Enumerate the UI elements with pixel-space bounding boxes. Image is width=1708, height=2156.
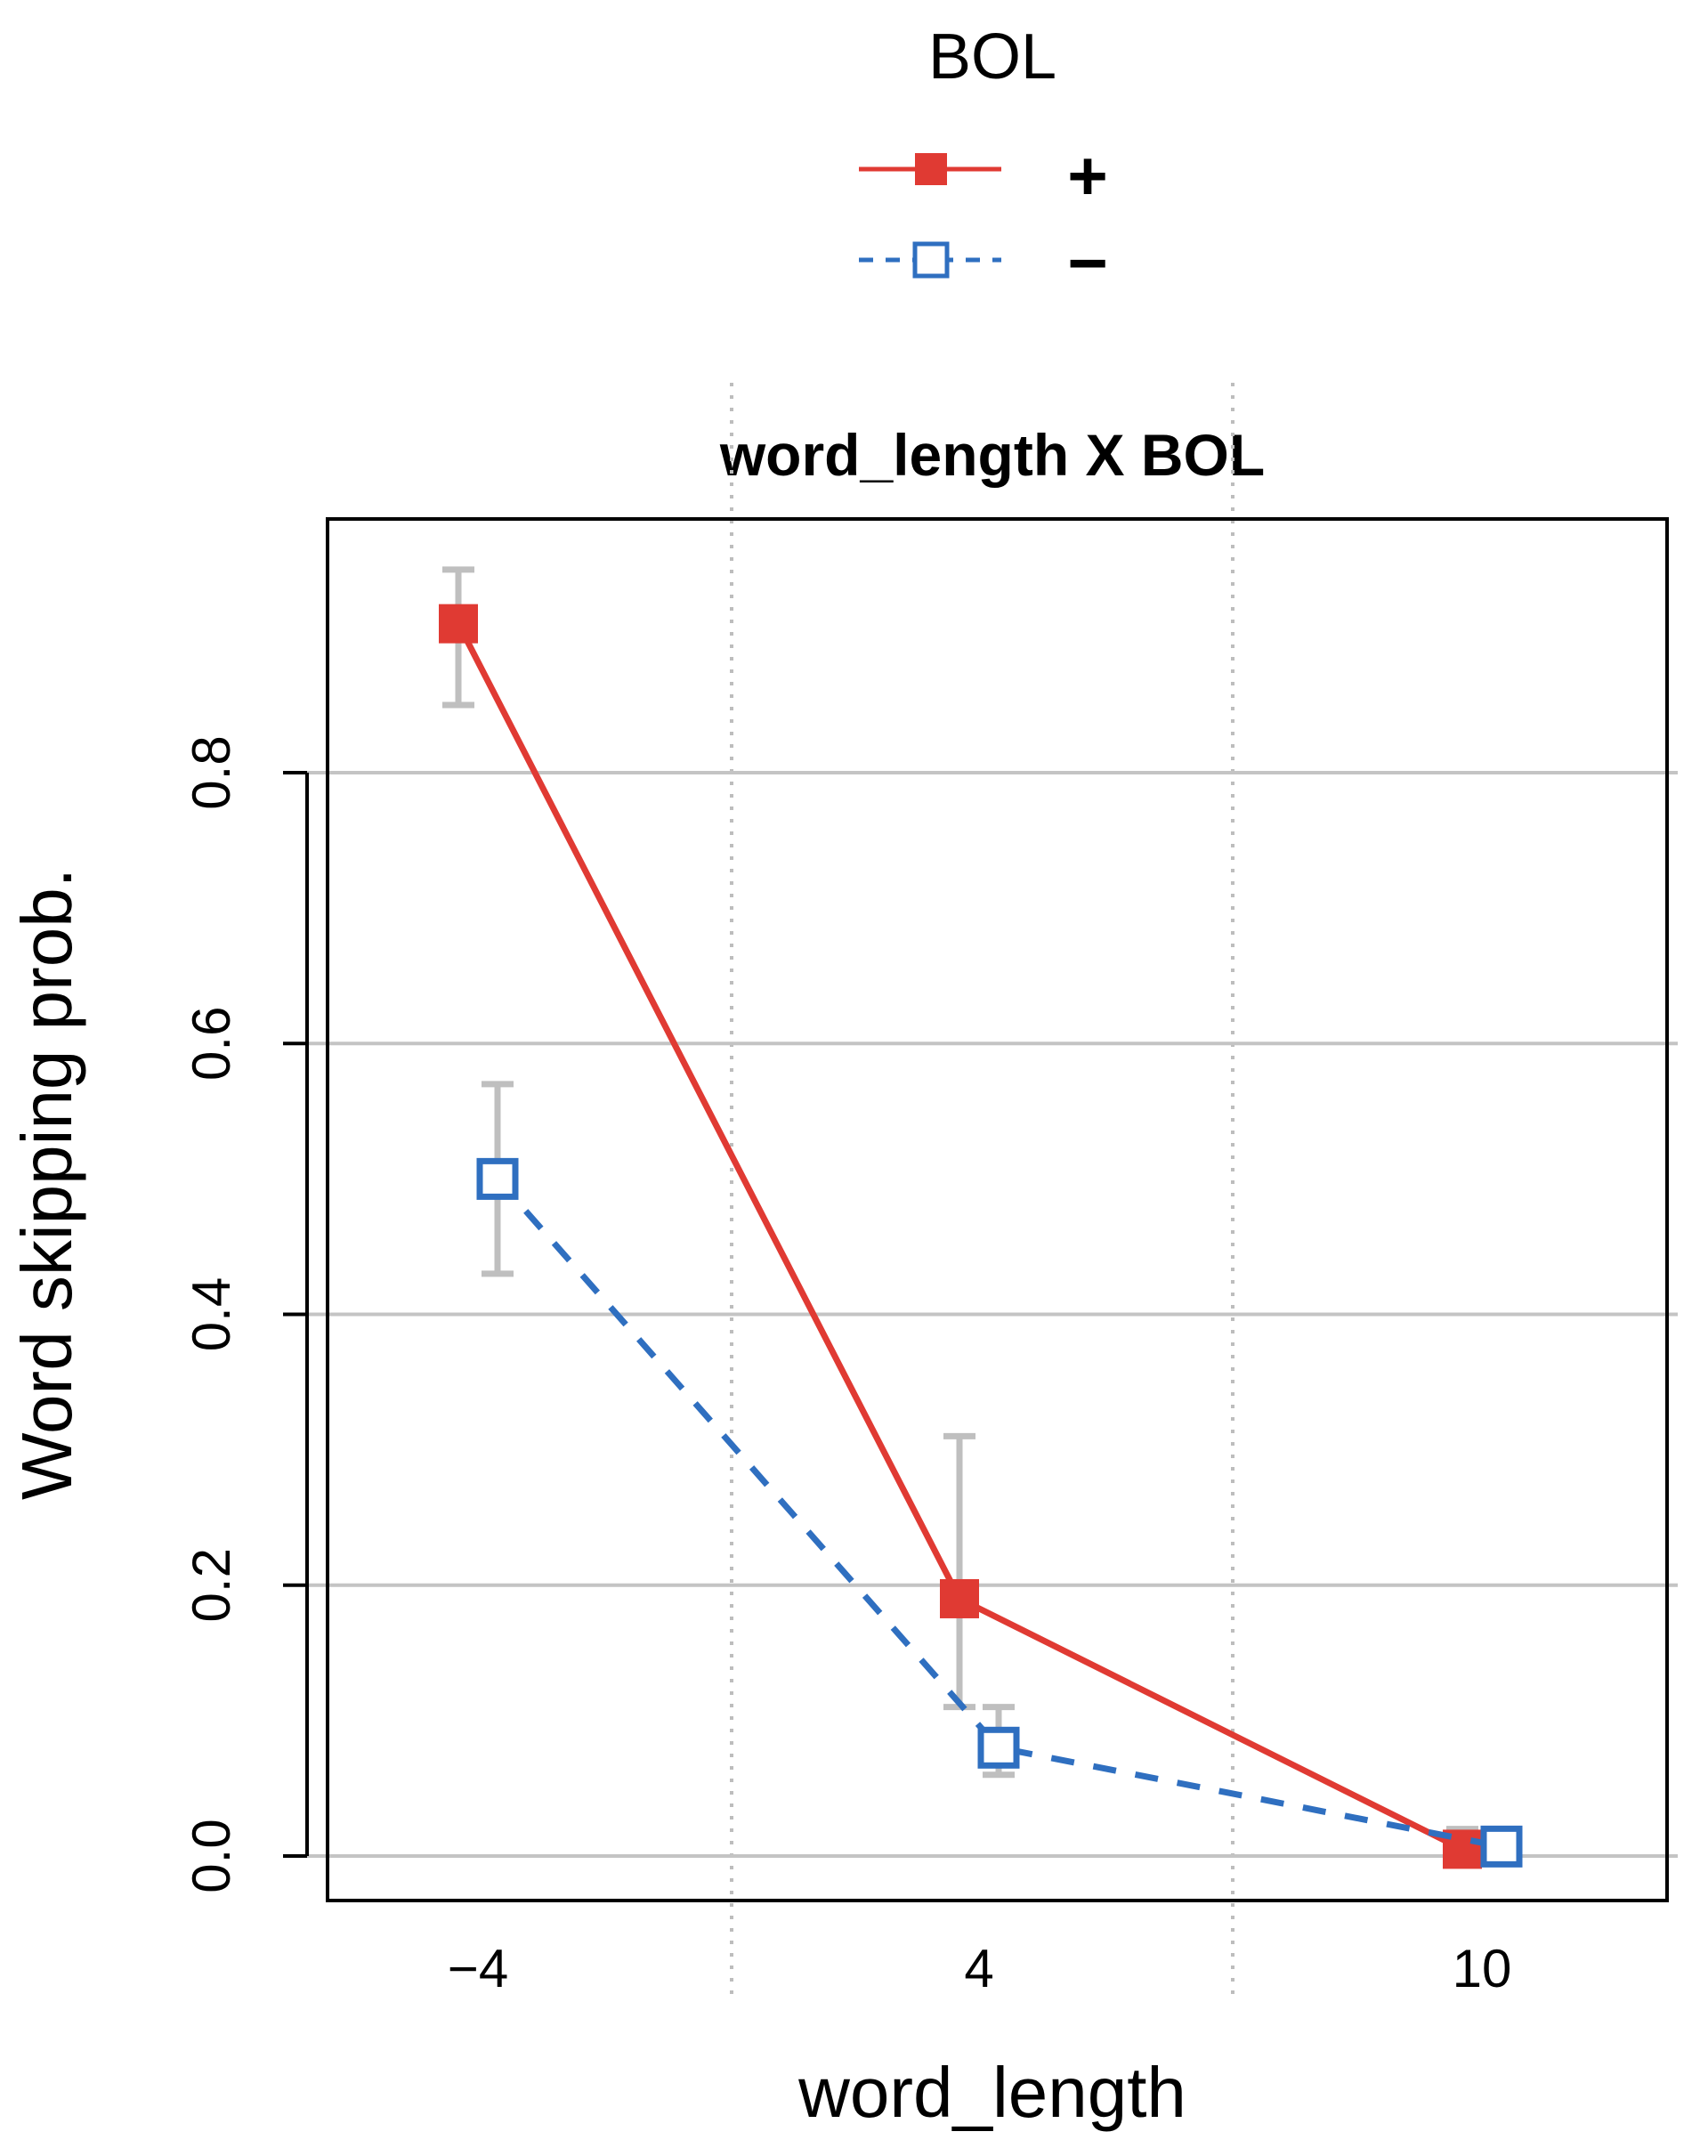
series-layer bbox=[439, 566, 1523, 1869]
legend-title: BOL bbox=[928, 21, 1056, 93]
legend-label-plus: + bbox=[1067, 136, 1108, 215]
plot-title: word_length X BOL bbox=[719, 422, 1265, 488]
data-point-1-2 bbox=[1480, 1825, 1523, 1868]
y-axis: 0.0 0.2 0.4 0.6 0.8 bbox=[182, 735, 309, 1893]
legend-marker-minus bbox=[912, 241, 950, 279]
legend-marker-plus bbox=[915, 153, 947, 185]
data-point-0-0 bbox=[439, 604, 478, 644]
series-0 bbox=[439, 566, 1482, 1869]
y-tick-label-2: 0.4 bbox=[182, 1277, 241, 1351]
y-tick-label-1: 0.2 bbox=[182, 1548, 241, 1622]
y-tick-label-0: 0.0 bbox=[182, 1819, 241, 1893]
legend-item-minus: − bbox=[859, 223, 1108, 302]
legend-item-plus: + bbox=[859, 136, 1108, 215]
x-tick-label-0: −4 bbox=[448, 1939, 508, 1998]
y-tick-label-4: 0.8 bbox=[182, 735, 241, 809]
legend-label-minus: − bbox=[1067, 223, 1108, 302]
data-point-0-1 bbox=[940, 1578, 979, 1618]
x-axis: −4 4 10 bbox=[448, 1939, 1512, 1998]
y-tick-label-3: 0.6 bbox=[182, 1007, 241, 1081]
y-axis-label: Word skipping prob. bbox=[7, 868, 86, 1500]
vertical-grid bbox=[730, 383, 1234, 1998]
series-1 bbox=[476, 1081, 1523, 1868]
data-point-1-0 bbox=[476, 1157, 519, 1200]
x-axis-label: word_length bbox=[797, 2053, 1186, 2132]
data-point-1-1 bbox=[977, 1726, 1020, 1769]
horizontal-grid bbox=[307, 771, 1678, 1858]
x-tick-label-1: 4 bbox=[964, 1939, 993, 1998]
plot-frame bbox=[326, 517, 1669, 1902]
x-tick-label-2: 10 bbox=[1453, 1939, 1512, 1998]
legend: BOL + − bbox=[859, 21, 1108, 302]
